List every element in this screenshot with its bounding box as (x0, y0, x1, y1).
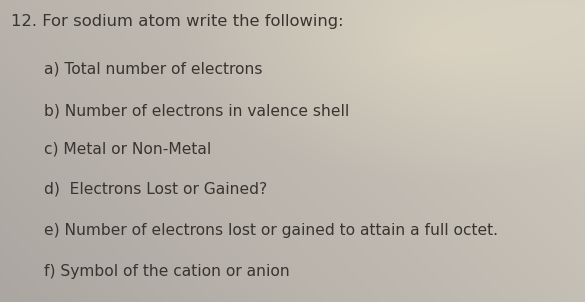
Text: d)  Electrons Lost or Gained?: d) Electrons Lost or Gained? (44, 181, 267, 196)
Text: 12. For sodium atom write the following:: 12. For sodium atom write the following: (11, 14, 343, 29)
Text: e) Number of electrons lost or gained to attain a full octet.: e) Number of electrons lost or gained to… (44, 223, 498, 238)
Text: b) Number of electrons in valence shell: b) Number of electrons in valence shell (44, 103, 349, 118)
Text: c) Metal or Non-Metal: c) Metal or Non-Metal (44, 142, 211, 157)
Text: a) Total number of electrons: a) Total number of electrons (44, 62, 263, 77)
Text: f) Symbol of the cation or anion: f) Symbol of the cation or anion (44, 264, 290, 279)
